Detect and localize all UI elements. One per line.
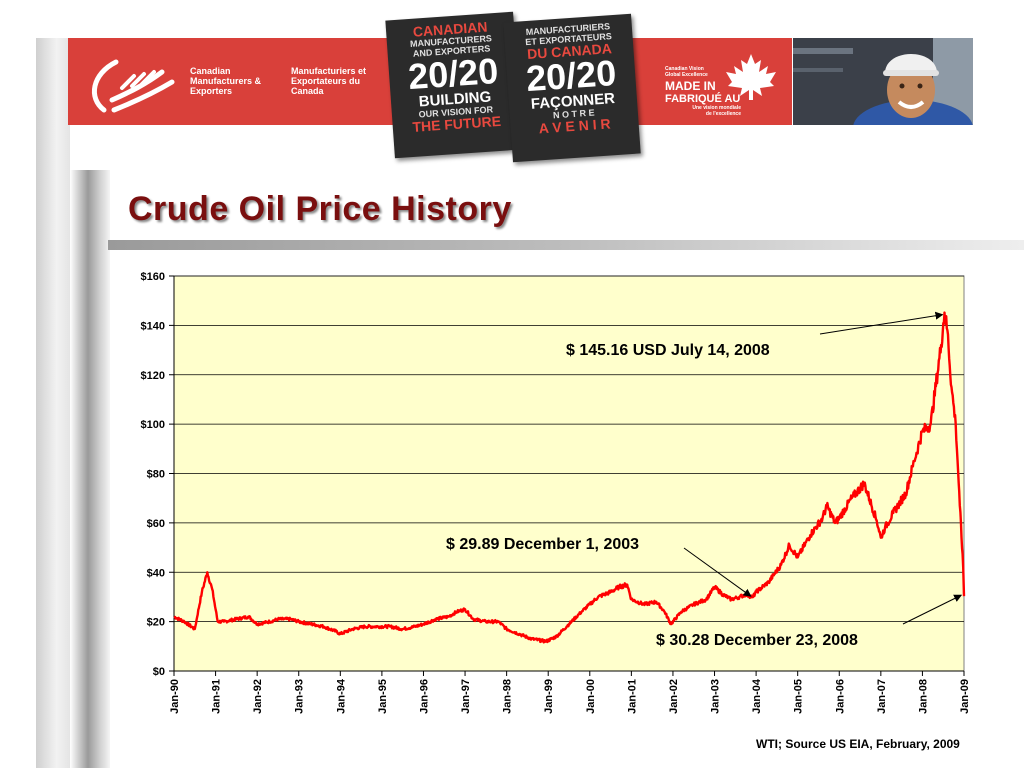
- made-in-canada-logo: Canadian Vision Global Excellence MADE I…: [665, 66, 741, 117]
- vision-2020-badge-english: CANADIAN MANUFACTURERS AND EXPORTERS 20/…: [385, 11, 523, 159]
- x-tick-label: Jan-98: [502, 679, 514, 714]
- cme-logo-icon: [92, 59, 175, 113]
- x-tick-label: Jan-04: [751, 678, 763, 714]
- made-in-line1: MADE IN: [665, 79, 716, 93]
- y-tick-label: $0: [153, 666, 165, 678]
- x-tick-label: Jan-00: [585, 679, 597, 714]
- page-title: Crude Oil Price History: [128, 190, 512, 228]
- org-name-english: Canadian Manufacturers & Exporters: [190, 66, 262, 96]
- y-tick-label: $100: [141, 419, 165, 431]
- y-tick-label: $120: [141, 370, 165, 382]
- x-axis: Jan-90 Jan-91 Jan-92 Jan-93 Jan-94 Jan-95 Jan-…: [169, 670, 971, 714]
- x-tick-label: Jan-05: [793, 679, 805, 714]
- badge-en-2020: 20/20: [406, 49, 500, 98]
- x-tick-label: Jan-06: [834, 679, 846, 714]
- x-tick-label: Jan-07: [876, 679, 888, 714]
- y-tick-label: $80: [147, 469, 165, 481]
- annotations: $ 145.16 USD July 14, 2008 $ 29.89 Decemb…: [446, 311, 963, 649]
- x-tick-label: Jan-02: [668, 679, 680, 714]
- left-gradient-bar: [36, 38, 70, 768]
- x-tick-label: Jan-90: [169, 679, 181, 714]
- x-tick-label: Jan-91: [211, 679, 223, 714]
- made-in-line2: FABRIQUÉ AU: [665, 93, 741, 105]
- x-tick-label: Jan-92: [252, 679, 264, 714]
- annotation-arrow: [683, 547, 752, 597]
- badge-fr-2020: 20/20: [524, 51, 618, 100]
- y-tick-label: $20: [147, 617, 165, 629]
- annotation-label: $ 145.16 USD July 14, 2008: [566, 342, 770, 359]
- maple-leaf-icon: [726, 54, 776, 100]
- annotation-label: $ 29.89 December 1, 2003: [446, 536, 639, 553]
- y-tick-label: $160: [141, 271, 165, 283]
- x-tick-label: Jan-93: [294, 679, 306, 714]
- worker-photo: [793, 38, 973, 125]
- oil-price-chart: $0$20$40$60$80$100$120$140$160 Jan-90 Jan…: [141, 271, 971, 714]
- x-tick-label: Jan-96: [418, 679, 430, 714]
- x-tick-label: Jan-03: [710, 679, 722, 714]
- y-tick-label: $40: [147, 567, 165, 579]
- grid-lines: [174, 275, 964, 623]
- x-tick-label: Jan-95: [377, 679, 389, 714]
- series-line-wti: [173, 311, 966, 644]
- x-tick-label: Jan-97: [460, 679, 472, 714]
- annotation-arrow: [902, 594, 963, 625]
- x-tick-label: Jan-01: [626, 679, 638, 714]
- annotation-label: $ 30.28 December 23, 2008: [656, 632, 858, 649]
- title-divider: [108, 240, 1024, 250]
- org-name-french: Manufacturiers et Exportateurs du Canada: [291, 66, 367, 96]
- vision-2020-badge-french: MANUFACTURIERS ET EXPORTATEURS DU CANADA…: [503, 13, 641, 163]
- y-tick-label: $140: [141, 320, 165, 332]
- y-tick-label: $60: [147, 518, 165, 530]
- made-in-small-text: Canadian Vision Global Excellence: [665, 66, 708, 78]
- source-note: WTI; Source US EIA, February, 2009: [756, 737, 960, 751]
- left-shadow-bar: [70, 170, 110, 768]
- x-tick-label: Jan-09: [959, 679, 971, 714]
- x-tick-label: Jan-08: [917, 679, 929, 714]
- y-axis: $0 $20 $40 $60 $80 $100 $120 $140 $160: [141, 271, 175, 678]
- x-tick-label: Jan-94: [335, 678, 347, 714]
- annotation-arrow: [819, 311, 944, 335]
- made-in-tagline: Une vision mondiale de l'excellence: [692, 105, 741, 117]
- x-tick-label: Jan-99: [543, 679, 555, 714]
